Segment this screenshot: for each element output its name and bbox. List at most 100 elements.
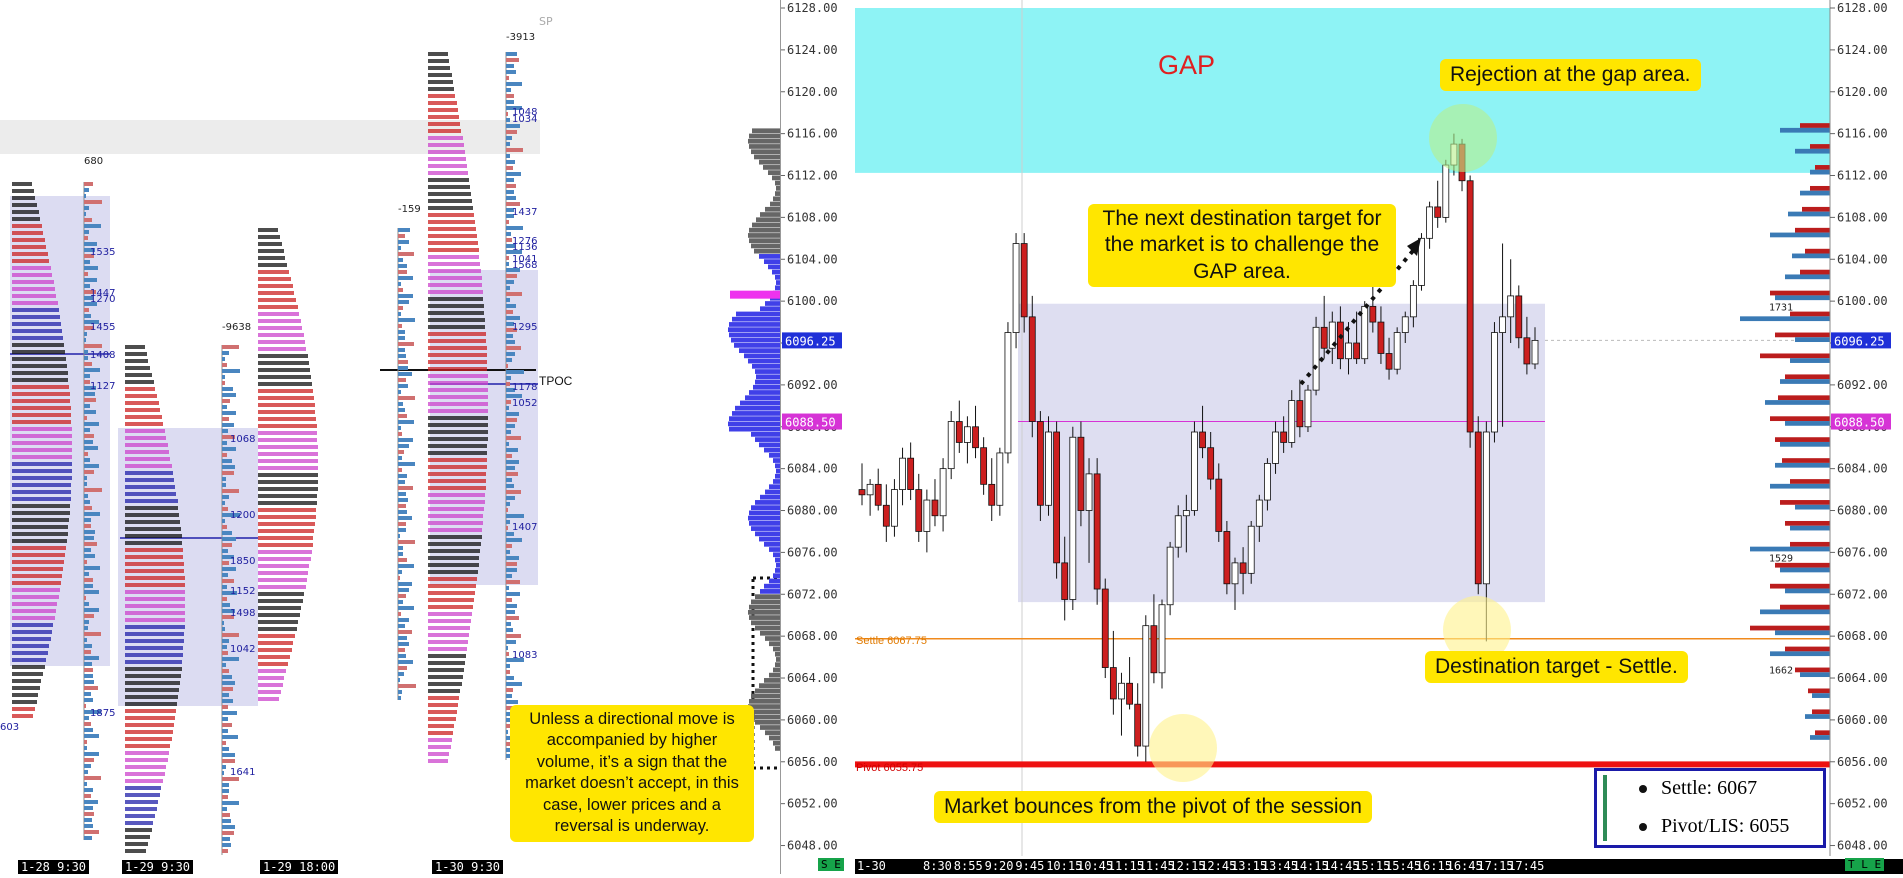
tle-tag[interactable]: T L E: [1845, 858, 1885, 871]
left-volume-histogram-bar: [756, 217, 780, 223]
bull-candle-body: [1345, 342, 1352, 360]
bull-candle-body: [891, 489, 898, 527]
tpoc-letter-row: [125, 695, 178, 699]
profile-2-value-label: 1042: [230, 644, 255, 655]
left-volume-histogram-bar: [753, 384, 780, 390]
profile-4-value-label: 1136: [512, 242, 537, 253]
profile-volume-bar: [84, 302, 97, 306]
left-volume-histogram-bar: [760, 306, 780, 312]
profile-volume-bar: [222, 459, 232, 463]
tpoc-letter-row: [12, 343, 64, 347]
profile-volume-bar: [84, 356, 88, 360]
profile-volume-bar: [84, 782, 87, 786]
tpoc-letter-row: [428, 605, 473, 609]
left-volume-histogram-bar: [755, 719, 780, 725]
tpoc-letter-row: [258, 571, 308, 575]
profile-volume-bar: [398, 546, 403, 550]
profile-volume-bar: [222, 831, 234, 835]
profile-volume-bar: [84, 560, 87, 564]
profile-volume-bar: [506, 118, 510, 122]
right-time-tick-label: 16:45: [1446, 859, 1483, 873]
tpoc-letter-row: [258, 361, 309, 365]
left-volume-histogram-bar: [751, 505, 780, 511]
tpoc-letter-row: [428, 675, 463, 679]
profile-volume-bar: [398, 324, 402, 328]
profile-volume-bar: [506, 82, 522, 86]
profile-volume-bar: [506, 274, 517, 278]
poc-price-tag-bg: [1831, 413, 1891, 430]
volume-profile-bear-bar: [1790, 541, 1830, 547]
se-tag[interactable]: S E: [818, 858, 844, 871]
poc-price-tag-text: 6088.50: [1834, 416, 1885, 430]
profile-volume-bar: [506, 496, 515, 500]
tpoc-letter-row: [125, 506, 178, 510]
tpoc-label: TPOC: [539, 374, 573, 388]
profile-volume-bar: [222, 633, 239, 637]
volume-profile-bull-bar: [1770, 651, 1830, 657]
bull-candle-body: [1012, 243, 1020, 333]
candle: [1296, 379, 1304, 438]
profile-volume-bar: [222, 531, 232, 535]
left-volume-histogram-bar: [775, 746, 780, 751]
tpoc-letter-row: [428, 549, 480, 553]
profile-4-value-label: 1034: [512, 114, 537, 125]
profile-volume-bar: [398, 624, 405, 628]
tpoc-letter-row: [258, 599, 303, 603]
profile-volume-bar: [506, 424, 515, 428]
tpoc-letter-row: [428, 108, 458, 112]
volume-profile-bear-bar: [1815, 165, 1830, 170]
tpoc-letter-row: [258, 480, 318, 484]
profile-volume-bar: [506, 376, 511, 380]
tpoc-letter-row: [258, 641, 293, 645]
bull-candle-body: [1401, 316, 1409, 333]
profile-volume-bar: [506, 142, 510, 146]
volume-profile-bull-bar: [1750, 546, 1830, 552]
tpoc-letter-row: [428, 458, 487, 462]
tpoc-letter-row: [428, 682, 462, 686]
tpoc-letter-row: [258, 690, 281, 694]
profile-volume-bar: [222, 747, 229, 751]
tpoc-letter-row: [428, 66, 450, 70]
left-date-label: 1-28 9:30: [18, 860, 90, 874]
value-area-box: [1018, 303, 1545, 603]
right-time-axis: 1-30 8:30 8:55 9:20 9:45 10:15 10:45 11:15 11:45…: [855, 859, 1903, 874]
bear-candle-body: [1207, 447, 1215, 480]
profile-2-value-area: [118, 428, 258, 706]
tpoc-letter-row: [258, 354, 308, 358]
bull-candle-body: [923, 499, 931, 532]
profile-volume-bar: [506, 592, 520, 596]
volume-profile-bull-bar: [1810, 169, 1830, 175]
bull-candle-body: [1158, 604, 1166, 674]
profile-volume-bar: [222, 735, 238, 739]
profile-volume-bar: [398, 672, 404, 676]
tpoc-letter-row: [258, 347, 306, 351]
tpoc-letter-row: [258, 305, 298, 309]
tpoc-letter-row: [428, 514, 483, 518]
profile-volume-bar: [506, 334, 513, 338]
tpoc-letter-row: [428, 213, 474, 217]
tpoc-letter-row: [12, 308, 59, 312]
left-price-tick-label: 6112.00: [787, 169, 838, 183]
bear-candle-body: [874, 483, 882, 506]
profile-volume-bar: [506, 562, 517, 566]
right-date-label: 1-30: [857, 859, 886, 873]
profile-volume-bar: [84, 206, 89, 210]
profile-volume-bar: [222, 813, 230, 817]
candle: [1247, 520, 1255, 584]
volume-profile-bull-bar: [1800, 672, 1830, 678]
tpoc-letter-row: [258, 676, 284, 680]
tpoc-letter-row: [258, 529, 314, 533]
profile-volume-bar: [398, 270, 407, 274]
profile-volume-bar: [506, 322, 514, 326]
profile-volume-bar: [222, 651, 228, 655]
profile-volume-bar: [84, 434, 94, 438]
profile-volume-bar: [506, 568, 517, 572]
profile-volume-bar: [506, 226, 523, 230]
profile-volume-bar: [506, 640, 516, 644]
profile-volume-bar: [398, 558, 407, 562]
candle: [1491, 322, 1498, 443]
tpoc-letter-row: [428, 591, 475, 595]
profile-volume-bar: [222, 603, 230, 607]
tpoc-letter-row: [428, 647, 467, 651]
volume-profile-bull-bar: [1800, 190, 1830, 196]
